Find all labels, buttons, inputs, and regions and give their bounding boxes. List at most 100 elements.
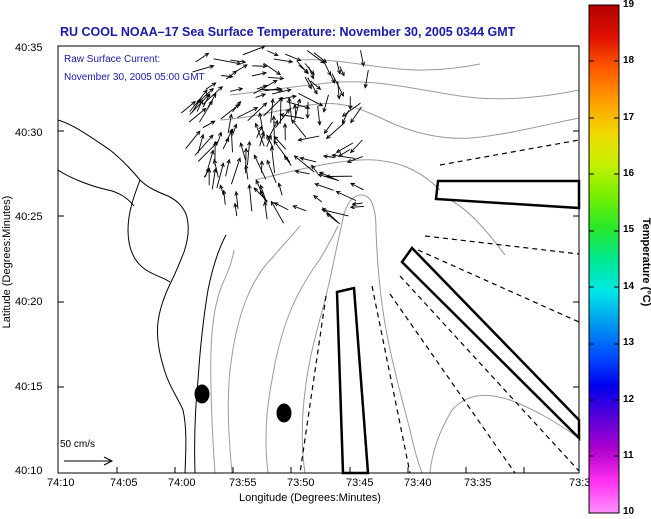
colorbar-tick-label: 18	[623, 55, 635, 66]
current-vector-head	[236, 157, 241, 163]
current-vector-head	[270, 200, 275, 206]
current-vector-head	[285, 108, 291, 114]
current-vector-head	[273, 52, 279, 57]
radial-line	[389, 293, 516, 474]
current-vector-head	[219, 184, 224, 190]
current-vector-head	[211, 82, 217, 87]
current-vector-head	[213, 140, 218, 146]
current-vector-head	[217, 131, 223, 137]
current-vector-head	[236, 100, 242, 106]
current-vector	[253, 80, 278, 95]
current-vector	[304, 76, 312, 89]
current-vector	[261, 161, 263, 173]
current-vector	[181, 101, 196, 114]
contour-line	[301, 194, 423, 473]
current-vector	[253, 154, 267, 180]
current-vector-head	[363, 83, 368, 89]
current-vector-head	[279, 76, 285, 81]
current-vector-head	[325, 174, 331, 179]
current-vector-head	[220, 162, 225, 168]
current-vector-head	[226, 158, 231, 164]
current-vector-head	[198, 99, 203, 105]
current-vector	[242, 46, 265, 56]
current-vector-head	[233, 123, 238, 129]
current-vector-head	[263, 200, 268, 206]
x-tick-label: 73:35	[464, 477, 492, 489]
colorbar-tick-label: 11	[623, 450, 634, 461]
current-vector-head	[336, 94, 342, 100]
x-tick-label: 74:10	[47, 477, 75, 489]
current-vector	[246, 141, 251, 166]
current-vector	[323, 61, 331, 76]
current-vector	[360, 50, 365, 66]
axis-ticks	[57, 45, 579, 473]
current-vector	[189, 94, 210, 115]
current-vector	[298, 135, 320, 141]
current-vector	[199, 100, 213, 123]
coastline-inlet	[127, 179, 171, 283]
current-vector-head	[305, 114, 310, 119]
coastline-main	[58, 119, 189, 473]
current-vector	[274, 136, 287, 150]
current-vector-head	[322, 107, 327, 113]
contour-line	[254, 159, 441, 191]
current-vector	[205, 82, 216, 90]
current-vector-head	[321, 207, 327, 212]
scale-label: 50 cm/s	[60, 439, 96, 450]
current-vector-head	[318, 171, 324, 176]
current-vector-head	[208, 100, 213, 106]
plot-frame	[57, 45, 580, 474]
current-vector-head	[260, 130, 265, 136]
current-vector	[266, 135, 272, 147]
current-vector	[308, 66, 315, 79]
current-vector-head	[341, 112, 347, 117]
current-vector	[267, 76, 284, 79]
current-vector-head	[258, 125, 263, 131]
current-vector-head	[348, 105, 353, 111]
current-vector	[213, 159, 219, 178]
current-vector-head	[247, 183, 252, 189]
current-vector	[310, 80, 321, 90]
current-vector	[300, 157, 317, 163]
current-vector-head	[305, 105, 311, 110]
current-vector-head	[271, 115, 277, 121]
current-vector	[213, 58, 241, 65]
current-vector-head	[255, 179, 260, 185]
current-vector-head	[233, 202, 238, 208]
survey-overlays	[194, 139, 581, 475]
current-vector-head	[273, 140, 278, 145]
current-vector	[225, 159, 230, 177]
current-vector	[313, 195, 323, 203]
current-vector-head	[239, 142, 244, 147]
current-vector	[217, 132, 222, 143]
radial-line	[424, 235, 580, 255]
current-vector	[350, 182, 364, 191]
current-vector	[338, 149, 351, 157]
current-vector	[234, 203, 238, 217]
current-vector-head	[293, 155, 299, 160]
current-vector	[313, 52, 327, 63]
current-vector-head	[201, 107, 207, 113]
current-vector	[188, 108, 207, 123]
current-vector-head	[191, 100, 197, 106]
current-vector	[202, 86, 223, 105]
current-vector	[259, 88, 283, 91]
radial-line	[371, 285, 411, 474]
current-vector	[185, 130, 201, 149]
current-vector-head	[351, 201, 357, 207]
current-vector	[291, 119, 307, 138]
current-vector	[266, 120, 278, 141]
coastline-shore	[194, 234, 227, 473]
survey-box-diagonal	[400, 246, 581, 442]
current-vector-head	[253, 187, 259, 192]
current-vector	[273, 116, 275, 144]
current-vector-head	[269, 145, 275, 151]
current-vector-head	[335, 148, 341, 153]
scale-arrow	[64, 456, 114, 466]
current-vector-head	[274, 119, 278, 125]
current-vector	[323, 94, 329, 112]
current-vector-head	[325, 134, 331, 140]
current-vector	[294, 155, 315, 173]
current-vector	[336, 61, 341, 74]
current-vector-head	[238, 87, 244, 92]
